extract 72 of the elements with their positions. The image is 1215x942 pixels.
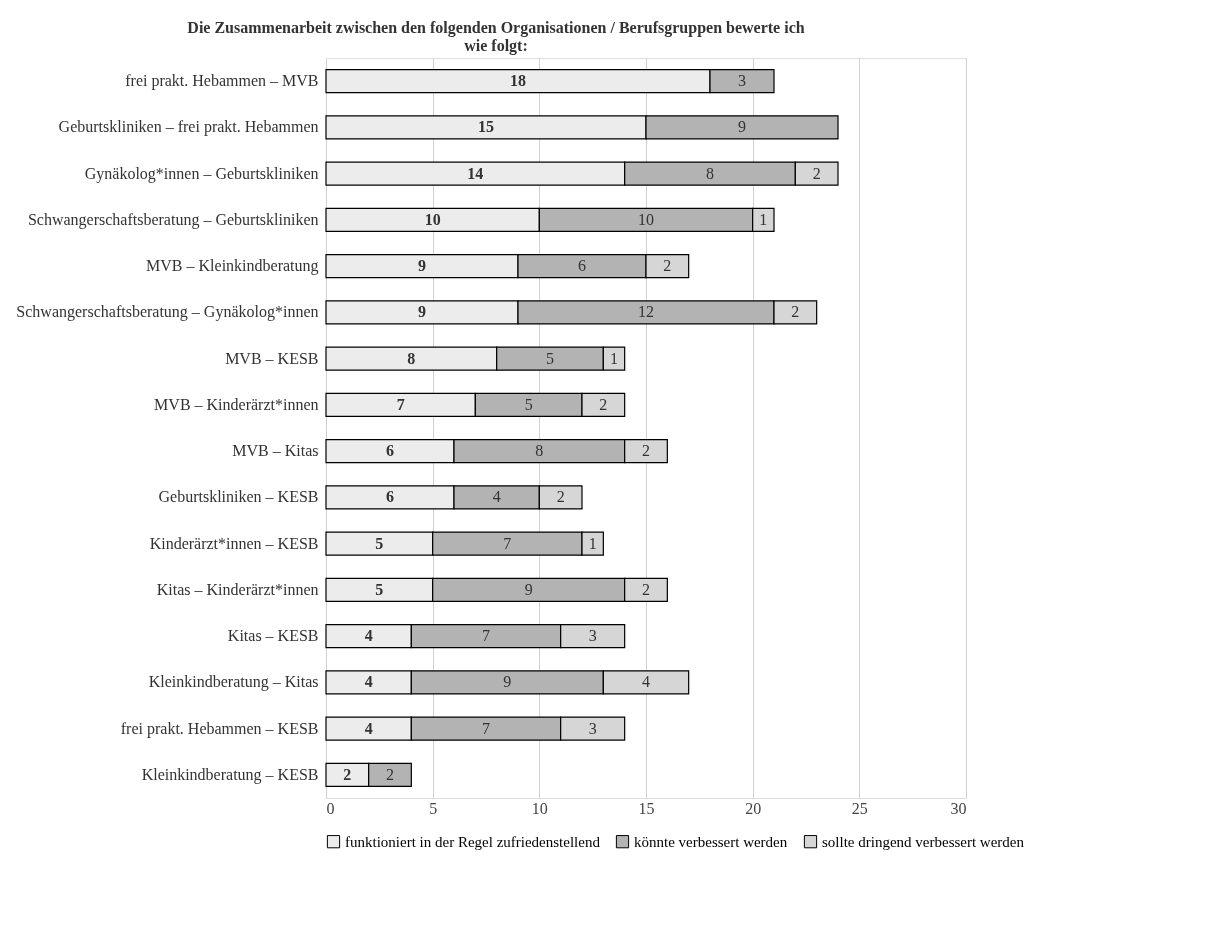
data-label: 4 xyxy=(364,719,373,737)
data-label: 7 xyxy=(482,627,490,645)
y-tick-label: frei prakt. Hebammen – KESB xyxy=(120,719,319,738)
data-label: 8 xyxy=(535,442,544,460)
x-tick-label: 30 xyxy=(950,799,967,817)
data-label: 9 xyxy=(503,673,512,691)
data-label: 4 xyxy=(364,627,373,645)
data-label: 9 xyxy=(524,580,533,598)
legend-label: sollte dringend verbessert werden xyxy=(822,833,1025,850)
data-label: 2 xyxy=(599,395,608,413)
x-tick-label: 25 xyxy=(851,799,868,817)
data-label: 7 xyxy=(482,719,490,737)
data-label: 2 xyxy=(386,765,394,783)
y-tick-label: Kitas – KESB xyxy=(227,627,319,645)
y-tick-label: Kleinkindberatung – Kitas xyxy=(148,673,319,692)
data-label: 5 xyxy=(546,349,554,367)
data-label: 1 xyxy=(588,534,597,552)
y-tick-label: Geburtskliniken – frei prakt. Hebammen xyxy=(58,118,319,137)
x-tick-label: 10 xyxy=(531,799,548,817)
data-label: 10 xyxy=(638,210,654,228)
data-label: 10 xyxy=(424,210,441,228)
x-tick-label: 0 xyxy=(326,799,335,817)
y-tick-label: MVB – Kitas xyxy=(232,442,319,460)
data-label: 7 xyxy=(396,395,405,413)
y-tick-label: MVB – Kinderärzt*innen xyxy=(154,395,319,413)
data-label: 4 xyxy=(492,488,501,506)
x-tick-label: 20 xyxy=(745,799,762,817)
data-label: 6 xyxy=(386,488,394,506)
x-tick-label: 5 xyxy=(429,799,438,817)
y-tick-label: MVB – KESB xyxy=(225,349,319,367)
data-label: 4 xyxy=(642,673,650,691)
y-tick-label: Schwangerschaftsberatung – Geburtskliniken xyxy=(27,210,319,229)
y-tick-label: Kitas – Kinderärzt*innen xyxy=(156,580,319,598)
data-label: 5 xyxy=(375,580,384,598)
y-tick-label: Kinderärzt*innen – KESB xyxy=(149,534,319,552)
data-label: 4 xyxy=(364,673,373,691)
data-label: 3 xyxy=(588,719,597,737)
y-tick-label: Geburtskliniken – KESB xyxy=(158,488,319,506)
data-label: 15 xyxy=(478,118,494,136)
data-label: 2 xyxy=(663,257,672,275)
data-label: 5 xyxy=(375,534,384,552)
legend-label: könnte verbessert werden xyxy=(634,833,788,850)
data-label: 9 xyxy=(418,303,426,321)
x-tick-label: 15 xyxy=(638,799,655,817)
data-label: 6 xyxy=(578,257,586,275)
data-label: 2 xyxy=(343,765,352,783)
y-tick-label: Schwangerschaftsberatung – Gynäkolog*innen xyxy=(16,303,319,322)
data-label: 2 xyxy=(642,442,650,460)
data-label: 14 xyxy=(467,164,484,182)
data-label: 1 xyxy=(610,349,618,367)
data-label: 9 xyxy=(738,118,746,136)
data-label: 9 xyxy=(418,257,426,275)
data-label: 2 xyxy=(791,303,800,321)
data-label: 2 xyxy=(556,488,565,506)
data-label: 3 xyxy=(738,72,746,90)
y-tick-label: Gynäkolog*innen – Geburtskliniken xyxy=(84,164,319,183)
data-label: 5 xyxy=(524,395,533,413)
data-label: 7 xyxy=(503,534,512,552)
data-label: 1 xyxy=(759,210,768,228)
y-tick-label: frei prakt. Hebammen – MVB xyxy=(125,72,319,91)
data-label: 8 xyxy=(706,164,714,182)
data-label: 18 xyxy=(510,72,526,90)
data-label: 12 xyxy=(638,303,654,321)
y-tick-label: Kleinkindberatung – KESB xyxy=(141,765,319,784)
data-label: 6 xyxy=(386,442,394,460)
data-label: 3 xyxy=(588,627,597,645)
data-label: 2 xyxy=(642,580,650,598)
chart-title: Die Zusammenarbeit zwischen den folgenden Organisationen / Berufsgruppen bewerte ich wie folgt: xyxy=(187,19,805,55)
data-label: 2 xyxy=(812,164,821,182)
y-tick-label: MVB – Kleinkindberatung xyxy=(146,257,319,276)
legend-label: funktioniert in der Regel zufriedenstellend xyxy=(345,833,601,850)
data-label: 8 xyxy=(407,349,416,367)
